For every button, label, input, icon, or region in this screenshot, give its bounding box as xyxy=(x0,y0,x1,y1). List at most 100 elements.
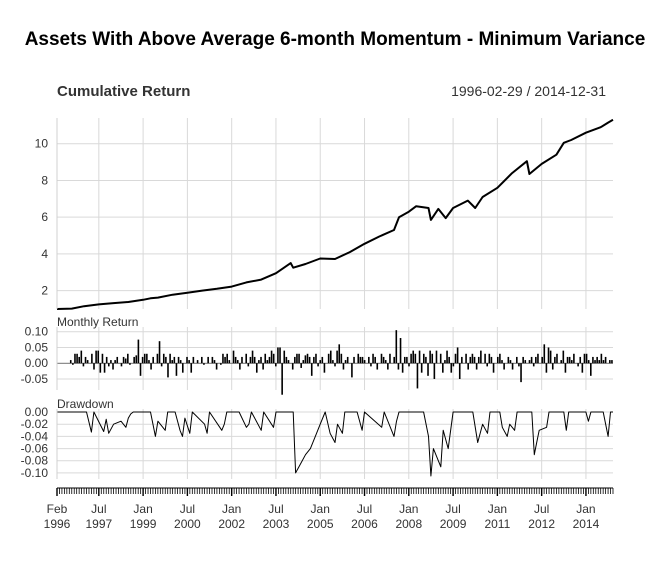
return-bar xyxy=(554,356,556,364)
return-bar xyxy=(439,353,442,364)
return-bar xyxy=(213,360,216,364)
return-bar xyxy=(480,350,482,364)
return-bar xyxy=(604,356,607,364)
drawdown-line xyxy=(57,411,613,477)
return-bar xyxy=(528,360,531,364)
return-bar xyxy=(456,347,459,364)
cumulative-return-line xyxy=(56,118,614,310)
return-bar xyxy=(76,353,78,364)
return-bar xyxy=(410,353,412,364)
return-bar xyxy=(211,356,214,364)
return-bar xyxy=(93,363,95,370)
x-tick-label-year: 1997 xyxy=(85,517,112,531)
return-bar xyxy=(397,363,400,370)
return-bar xyxy=(175,363,178,376)
return-bar xyxy=(344,360,347,364)
return-bar xyxy=(399,338,402,364)
return-bar xyxy=(359,356,362,364)
return-bar xyxy=(530,356,533,364)
return-bar xyxy=(342,363,345,370)
return-bar xyxy=(80,350,83,364)
return-bar xyxy=(275,363,277,367)
return-bar xyxy=(520,363,522,383)
x-tick-label-year: 1999 xyxy=(130,517,157,531)
return-bar xyxy=(433,363,436,379)
return-bar xyxy=(323,363,326,373)
return-bar xyxy=(518,363,520,367)
x-tick-label-month: Jan xyxy=(133,502,152,516)
return-bar xyxy=(114,360,116,364)
return-bar xyxy=(201,356,203,364)
return-bar xyxy=(351,363,353,378)
x-tick-label-month: Jul xyxy=(534,502,549,516)
return-bar xyxy=(499,353,501,364)
return-bar xyxy=(294,356,296,364)
return-bar xyxy=(101,353,104,364)
return-bar xyxy=(281,363,283,395)
x-tick-label-month: Jan xyxy=(488,502,507,516)
return-bar xyxy=(116,356,119,364)
return-bar xyxy=(585,353,588,364)
return-bar xyxy=(452,363,455,367)
return-bar xyxy=(393,356,395,364)
return-bar xyxy=(120,363,123,367)
y-tick-label: 0.05 xyxy=(25,340,49,354)
x-tick-label-month: Jul xyxy=(91,502,106,516)
return-bar xyxy=(374,356,376,364)
return-bar xyxy=(321,356,324,364)
return-bar xyxy=(260,356,262,364)
return-bar xyxy=(129,363,131,365)
return-bar xyxy=(395,330,398,364)
return-bar xyxy=(308,356,311,364)
return-bar xyxy=(577,363,579,367)
return-bar xyxy=(401,363,404,373)
x-tick-label-year: 2011 xyxy=(484,517,510,531)
return-bar xyxy=(137,339,140,364)
x-tick-label-year: 2009 xyxy=(440,517,467,531)
return-bar xyxy=(507,356,510,364)
return-bar xyxy=(192,356,195,364)
return-bar xyxy=(382,356,385,364)
return-bar xyxy=(551,363,554,370)
return-bar xyxy=(310,363,313,376)
return-bar xyxy=(427,363,429,376)
return-bar xyxy=(162,353,165,364)
return-bar xyxy=(496,356,499,364)
return-bar xyxy=(158,341,161,364)
return-bar xyxy=(473,356,476,364)
return-bar xyxy=(490,356,493,364)
return-bar xyxy=(270,350,273,364)
x-tick-label-year: 2006 xyxy=(351,517,378,531)
return-bar xyxy=(429,350,431,364)
return-bar xyxy=(353,356,355,364)
return-bar xyxy=(389,353,391,364)
return-bar xyxy=(562,350,565,364)
return-bar xyxy=(357,353,360,364)
return-bar xyxy=(602,360,605,364)
return-bar xyxy=(150,363,152,370)
return-bar xyxy=(549,350,552,364)
return-bar xyxy=(458,363,461,379)
return-bar xyxy=(537,353,539,364)
return-bar xyxy=(611,360,613,364)
x-tick-label-month: Jul xyxy=(180,502,195,516)
return-bar xyxy=(384,360,387,364)
return-bar xyxy=(103,363,106,373)
return-bar xyxy=(560,360,563,364)
return-bar xyxy=(203,363,205,365)
return-bar xyxy=(186,356,188,364)
return-bar xyxy=(596,356,598,364)
y-tick-label: 10 xyxy=(35,137,49,151)
return-bar xyxy=(268,356,271,364)
return-bar xyxy=(570,360,573,364)
return-bar xyxy=(340,353,343,364)
y-tick-label: 0.00 xyxy=(25,405,49,419)
return-bar xyxy=(338,344,341,364)
x-tick-label-year: 2008 xyxy=(395,517,422,531)
return-bar xyxy=(226,353,228,364)
return-bar xyxy=(266,360,269,364)
return-bar xyxy=(573,353,575,364)
return-bar xyxy=(146,353,148,364)
y-tick-label: -0.06 xyxy=(21,442,49,456)
return-bar xyxy=(241,356,243,364)
